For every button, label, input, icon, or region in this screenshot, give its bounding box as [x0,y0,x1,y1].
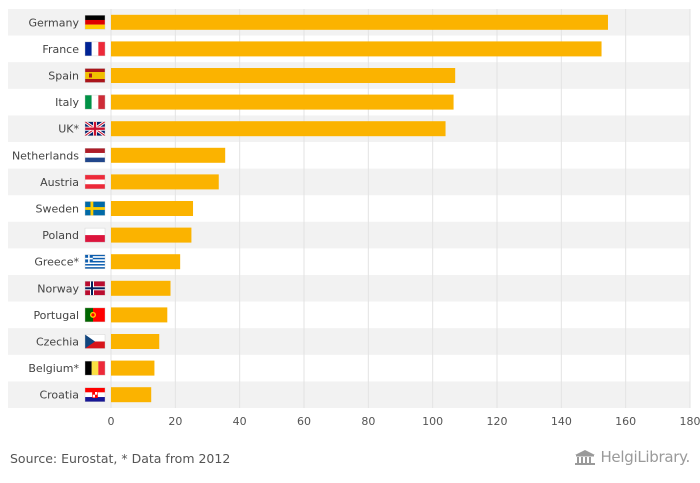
category-label: France [42,43,79,56]
category-label: Czechia [36,336,79,349]
flag-greece-icon [84,254,106,269]
x-tick-label: 60 [297,415,311,428]
x-tick-label: 120 [487,415,508,428]
x-tick-label: 100 [422,415,443,428]
bar-greece[interactable] [111,254,181,270]
flag-portugal-icon [84,307,106,323]
category-labels: Germany France Spain Italy UK* Netherlands Aus… [12,16,80,401]
flag-sweden-icon [84,201,106,216]
flag-uk-icon [84,120,106,137]
bar-sweden[interactable] [111,201,194,216]
bar-uk[interactable] [111,121,446,137]
category-label: Netherlands [12,149,79,162]
row-band [8,328,690,355]
category-label: Sweden [36,203,79,216]
bar-norway[interactable] [111,280,171,296]
brand-logo[interactable]: HelgiLibrary. [574,448,690,466]
category-label: Italy [55,96,79,109]
flag-norway-icon [84,281,106,296]
bar-belgium[interactable] [111,360,155,376]
x-tick-label: 20 [168,415,182,428]
x-tick-label: 160 [615,415,636,428]
row-band [8,275,690,302]
flag-croatia-icon [84,387,106,402]
bar-france[interactable] [111,41,602,57]
row-band [8,168,690,196]
flag-belgium-icon [84,360,106,376]
bar-italy[interactable] [111,94,454,110]
source-note: Source: Eurostat, * Data from 2012 [10,451,231,466]
x-tick-label: 0 [108,415,115,428]
library-building-icon [575,450,596,465]
category-label: Spain [48,70,79,83]
bars [111,14,608,403]
bar-netherlands[interactable] [111,147,226,163]
category-label: Belgium* [28,362,79,375]
flags [84,15,106,402]
x-tick-labels: 0 20 40 60 80 100 120 140 160 180 [108,415,700,428]
flag-czechia-icon [84,334,106,349]
category-label: Germany [28,16,79,29]
category-label: UK* [58,123,79,136]
flag-italy-icon [84,94,106,110]
bar-chart: Germany France Spain Italy UK* Netherlands Aus… [8,9,700,428]
brand-name: HelgiLibrary. [600,448,690,466]
x-tick-label: 140 [551,415,572,428]
bar-czechia[interactable] [111,334,160,349]
flag-austria-icon [84,174,106,190]
x-tick-label: 80 [361,415,375,428]
category-label: Austria [40,176,79,189]
bar-portugal[interactable] [111,307,168,323]
row-band [8,221,690,249]
x-tick-label: 40 [233,415,247,428]
category-label: Greece* [34,256,79,269]
category-label: Portugal [33,309,79,322]
flag-spain-icon [84,68,106,83]
category-label: Poland [42,229,79,242]
flag-netherlands-icon [84,148,106,163]
x-tick-label: 180 [680,415,700,428]
bar-spain[interactable] [111,68,456,83]
category-label: Norway [37,282,79,295]
category-label: Croatia [39,389,79,402]
bar-germany[interactable] [111,14,608,30]
bar-austria[interactable] [111,174,219,190]
bar-croatia[interactable] [111,387,152,403]
flag-germany-icon [84,15,106,30]
bar-poland[interactable] [111,227,192,243]
flag-france-icon [84,41,106,57]
flag-poland-icon [84,227,106,243]
row-band [8,381,690,408]
